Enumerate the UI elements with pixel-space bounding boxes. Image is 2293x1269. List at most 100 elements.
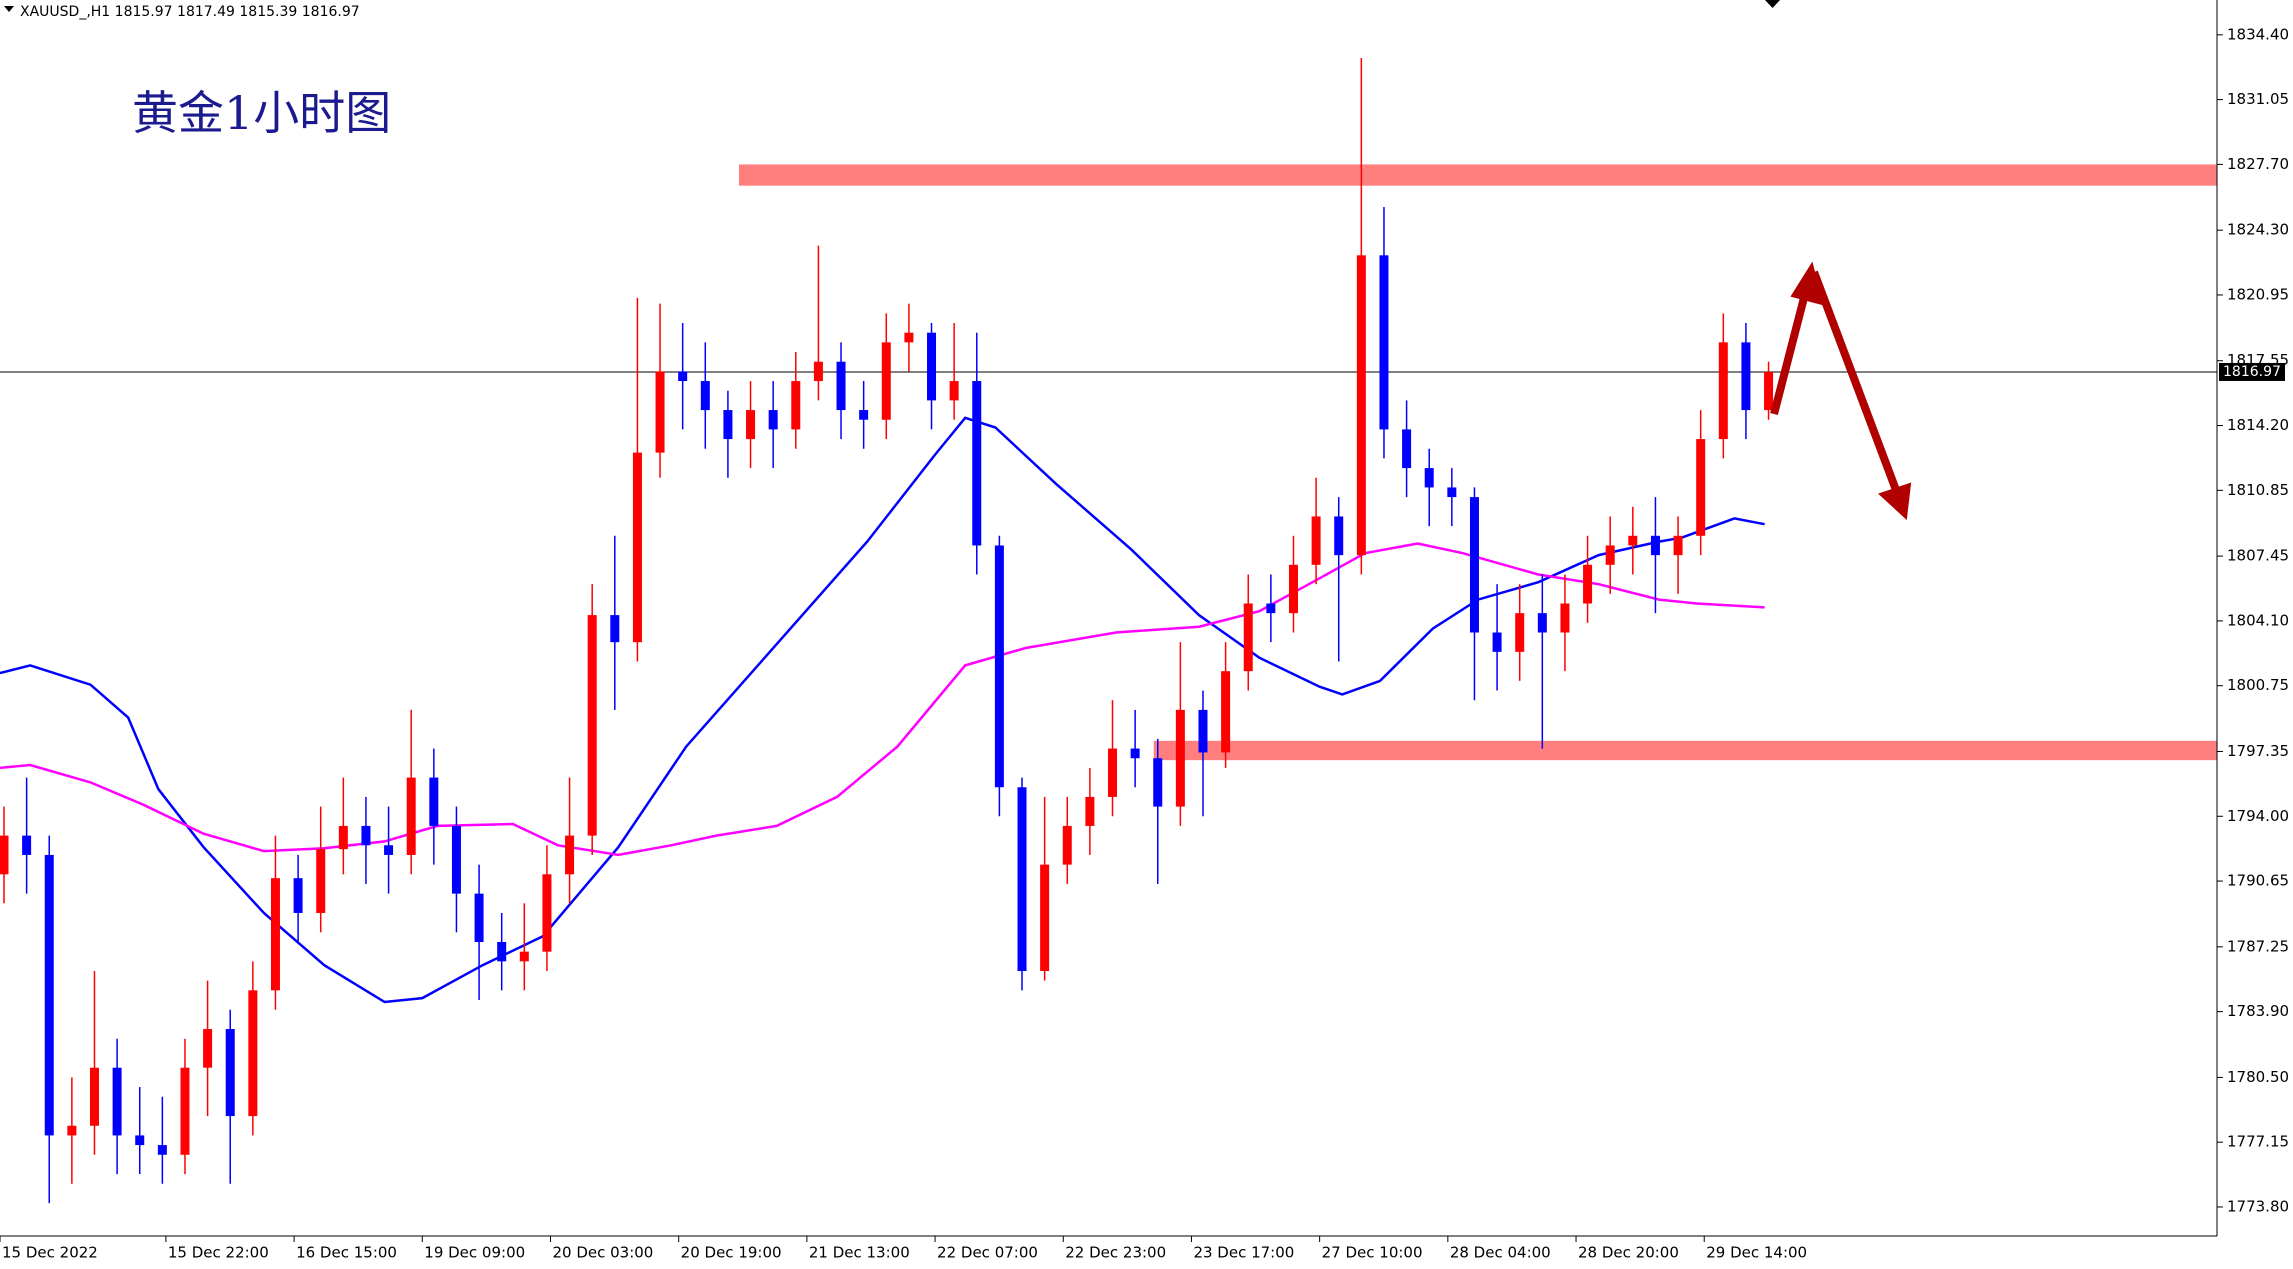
y-tick-label: 1827.70 <box>2227 155 2289 173</box>
candle-body <box>338 825 348 850</box>
candle <box>927 323 937 430</box>
y-tick-label: 1824.30 <box>2227 221 2289 239</box>
candle <box>474 864 484 1001</box>
x-tick-label: 20 Dec 03:00 <box>552 1244 653 1262</box>
arrow-up <box>1770 289 1810 415</box>
candle-body <box>904 332 914 343</box>
candle <box>610 535 620 710</box>
y-tick-label: 1834.40 <box>2227 25 2289 43</box>
candle <box>1650 497 1660 614</box>
candle-body <box>1243 603 1253 672</box>
candle-body <box>700 381 710 411</box>
current-price-box <box>2219 362 2285 381</box>
candle-body <box>474 893 484 942</box>
candle <box>1243 574 1253 691</box>
candle-body <box>1266 603 1276 614</box>
candle <box>768 381 778 469</box>
candle-body <box>1379 255 1389 430</box>
candle <box>1130 709 1140 788</box>
candle-body <box>881 342 891 420</box>
candle <box>270 835 280 1010</box>
candle-body <box>678 371 688 382</box>
candle <box>972 332 982 575</box>
candle <box>429 748 439 865</box>
candle-body <box>1741 342 1751 411</box>
forecast-arrows <box>1770 261 1912 521</box>
candle-body <box>1221 671 1231 753</box>
candle-body <box>225 1029 235 1117</box>
candle <box>1379 206 1389 459</box>
y-tick-label: 1780.50 <box>2227 1068 2289 1086</box>
candle-body <box>859 410 869 420</box>
open: 1815.97 <box>115 4 173 20</box>
candle <box>678 323 688 430</box>
symbol: XAUUSD_,H1 <box>20 4 110 20</box>
candle-body <box>316 849 326 913</box>
candle <box>1492 584 1502 691</box>
candle <box>881 313 891 440</box>
candle <box>338 777 348 875</box>
candle <box>1628 506 1638 575</box>
candle-body <box>429 777 439 826</box>
candle-body <box>180 1067 190 1155</box>
candle <box>1537 574 1547 749</box>
candle-body <box>1040 864 1050 972</box>
candle-body <box>1424 468 1434 488</box>
candle-body <box>610 615 620 643</box>
candle-body <box>587 615 597 836</box>
candle <box>1515 584 1525 681</box>
y-tick-label: 1787.25 <box>2227 937 2289 955</box>
candle-body <box>1718 342 1728 440</box>
candle <box>1696 410 1706 556</box>
shift-marker <box>1765 0 1780 8</box>
candle <box>565 777 575 904</box>
candle-body <box>723 410 733 440</box>
candle-body <box>927 332 937 401</box>
candle-body <box>1198 709 1208 753</box>
candle-body <box>1108 748 1117 797</box>
candle-body <box>1356 255 1366 556</box>
candle-body <box>1175 709 1185 807</box>
candle <box>1334 497 1344 662</box>
candle-body <box>22 835 32 855</box>
candle-body <box>836 361 846 411</box>
candle <box>1718 313 1728 459</box>
y-tick-label: 1790.65 <box>2227 872 2289 890</box>
candle <box>22 777 32 894</box>
candle-body <box>542 874 552 952</box>
candle <box>406 709 416 875</box>
candle <box>1266 574 1276 643</box>
candle-body <box>1085 796 1095 826</box>
candle-body <box>1334 516 1344 556</box>
candle <box>361 796 371 884</box>
candle <box>1764 361 1774 420</box>
candle-body <box>1130 748 1140 759</box>
candle-body <box>1311 516 1321 565</box>
candle-body <box>791 381 801 430</box>
candle <box>1560 574 1570 672</box>
x-tick-label: 28 Dec 04:00 <box>1450 1244 1551 1262</box>
candle <box>1741 323 1751 440</box>
candle <box>836 342 846 440</box>
candle <box>1040 796 1050 981</box>
candle <box>655 303 665 478</box>
candle <box>1424 448 1434 527</box>
y-tick-label: 1783.90 <box>2227 1002 2289 1020</box>
candle <box>1288 535 1298 633</box>
candle <box>1153 738 1163 884</box>
close: 1816.97 <box>302 4 360 20</box>
candle-body <box>1628 535 1638 546</box>
arrow-down-head <box>1878 482 1912 521</box>
candle-body <box>994 545 1004 788</box>
candle <box>813 245 823 401</box>
candle-body <box>112 1067 122 1136</box>
candle-body <box>135 1135 145 1146</box>
header: XAUUSD_,H1 1815.97 1817.49 1815.39 1816.… <box>20 4 360 20</box>
candle <box>157 1096 167 1184</box>
candle-body <box>1515 613 1525 652</box>
candle-body <box>270 878 280 991</box>
x-tick-label: 28 Dec 20:00 <box>1578 1244 1679 1262</box>
candle-body <box>1696 439 1706 536</box>
candle <box>44 835 54 1204</box>
